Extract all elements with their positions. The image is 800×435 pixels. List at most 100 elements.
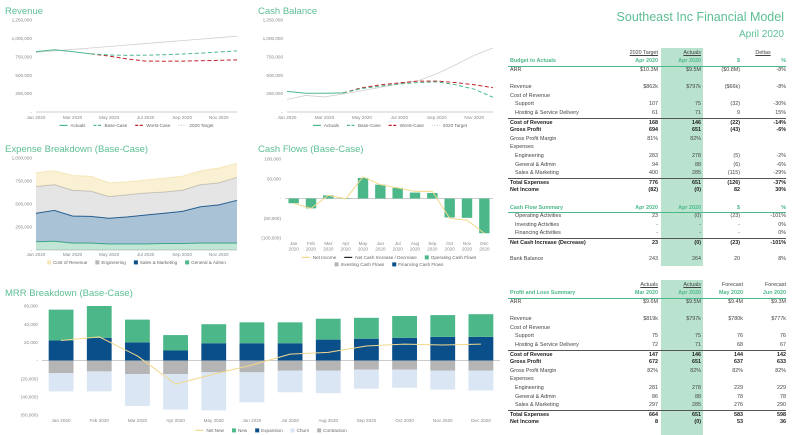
legend-item[interactable]: 2020 Target: [178, 123, 214, 128]
legend-item[interactable]: Net New: [195, 428, 225, 433]
y-tick-label: 500,000: [15, 202, 32, 207]
legend-label: Net Cash Increase / Decrease: [355, 255, 417, 260]
y-tick-label: 1,000,000: [12, 156, 33, 161]
row-value: (0): [694, 213, 701, 220]
bar-contraction: [468, 360, 494, 371]
table-row: Sales & Marketing 400 285 (115) -29%: [508, 169, 786, 178]
row-label: Hosting & Service Delivery: [515, 110, 579, 116]
bar-new: [201, 324, 227, 344]
row-value: 243: [649, 256, 658, 263]
legend-item[interactable]: Churn: [290, 428, 310, 433]
row-value: 281: [649, 385, 658, 391]
legend-item[interactable]: Base-Case: [93, 123, 128, 128]
legend-item[interactable]: Net Cash Increase / Decrease: [344, 255, 417, 260]
row-label: Cost of Revenue: [510, 92, 551, 99]
x-tick-label: Jul 2020: [137, 115, 155, 120]
charts-panel: Revenue1,250,0001,000,000750,000500,0002…: [5, 6, 500, 433]
legend-item[interactable]: Worst-Case: [388, 123, 425, 128]
row-label: Financing Activities: [515, 230, 561, 237]
row-value: 651: [692, 411, 701, 418]
bar-new: [48, 309, 74, 341]
row-value: 71: [695, 342, 701, 348]
legend-item[interactable]: Engineering: [95, 260, 126, 265]
row-value: 75: [695, 333, 701, 340]
legend-item[interactable]: Base-Case: [346, 123, 381, 128]
column-period-header: Jun 2020: [762, 290, 786, 296]
row-value: 168: [649, 119, 658, 126]
table-row: [508, 75, 786, 84]
legend-item[interactable]: Actuals: [312, 123, 340, 128]
row-label: Gross Profit Margin: [510, 135, 557, 142]
x-tick-label: Jul 2020: [393, 241, 404, 252]
legend-item[interactable]: General & Admin: [185, 260, 226, 265]
row-value: 20: [734, 256, 740, 263]
y-tick-label: (60,000): [21, 413, 39, 418]
table-row: Net Income 8 (0) 53 36: [508, 418, 786, 427]
table-row: Revenue $862k $797k ($66k) -8%: [508, 83, 786, 92]
row-label: Expenses: [510, 144, 534, 151]
row-value: ($66k): [724, 84, 740, 91]
row-value: 75: [652, 333, 658, 340]
row-label: General & Admin: [515, 161, 556, 168]
row-value: 72: [652, 342, 658, 348]
legend-item[interactable]: Contraction: [317, 428, 347, 433]
table-row: Gross Profit 694 651 (43) -6%: [508, 126, 786, 135]
legend-item[interactable]: Expansion: [255, 428, 283, 433]
bar-new: [277, 322, 303, 344]
row-value: -: [656, 221, 658, 228]
row-value: 88: [695, 161, 701, 168]
table-row: Total Expenses 664 651 583 598: [508, 409, 786, 420]
bar-churn: [86, 371, 112, 392]
legend-label: Worst-Case: [146, 123, 171, 128]
row-value: 76: [737, 333, 743, 340]
bar-contraction: [86, 360, 112, 372]
bar-new: [86, 306, 112, 338]
legend-item[interactable]: Financing Cash Flows: [392, 262, 444, 267]
bar-new: [468, 314, 494, 337]
x-tick-label: Mar 2020: [315, 115, 335, 120]
bar-new: [125, 319, 150, 343]
bar-contraction: [277, 360, 303, 371]
row-value: 583: [734, 411, 743, 418]
x-tick-label: Jul 2020: [137, 252, 155, 257]
legend-item[interactable]: Worst-Case: [135, 123, 171, 128]
bar-contraction: [163, 360, 188, 375]
bar-churn: [315, 370, 341, 394]
legend-swatch-icon: [185, 260, 190, 265]
y-tick-label: 100,000: [264, 157, 281, 162]
chart-expense-breakdown-base-case-: Expense Breakdown (Base-Case)1,000,000 75…: [5, 144, 238, 265]
x-tick-label: Jun 2020: [375, 241, 386, 252]
legend-item[interactable]: Cost of Revenue: [47, 260, 88, 265]
actuals-column-highlight-pl: [661, 280, 703, 435]
legend-item[interactable]: Operating Cash Flows: [424, 255, 477, 260]
y-tick-label: -: [281, 110, 283, 115]
row-label: Cost of Revenue: [510, 119, 553, 126]
table-row: Hosting & Service Delivery 72 71 68 67: [508, 341, 786, 350]
legend-item[interactable]: Actuals: [59, 123, 86, 128]
bar-operating-cash-flows: [375, 184, 386, 199]
legend-item[interactable]: Net Income: [301, 255, 337, 260]
legend-item[interactable]: Sales & Marketing: [133, 260, 178, 265]
bar-operating-cash-flows: [479, 198, 490, 234]
legend-item[interactable]: Investing Cash Flows: [334, 262, 385, 267]
bar-operating-cash-flows: [444, 198, 455, 218]
x-tick-label: Feb 2020: [90, 418, 110, 423]
column-group-header: Actuals: [640, 282, 658, 288]
row-value: $862k: [643, 84, 658, 91]
row-value: -: [738, 221, 740, 228]
table-row: Expenses: [508, 375, 786, 384]
row-value: (0): [694, 419, 701, 426]
row-value: $: [737, 204, 740, 211]
legend-label: General & Admin: [191, 260, 226, 265]
row-label: Investing Activities: [515, 221, 560, 228]
bar-new: [430, 315, 456, 337]
legend-item[interactable]: New: [231, 428, 248, 433]
legend-item[interactable]: 2020 Target: [431, 123, 468, 128]
bar-operating-cash-flows: [323, 195, 334, 199]
bar-contraction: [48, 360, 74, 374]
chart-legend: Investing Cash Flows Financing Cash Flows: [334, 262, 444, 267]
row-value: -14%: [773, 119, 786, 126]
bar-operating-cash-flows: [392, 187, 403, 199]
row-value: (5): [733, 153, 740, 159]
row-value: (0): [694, 187, 701, 194]
